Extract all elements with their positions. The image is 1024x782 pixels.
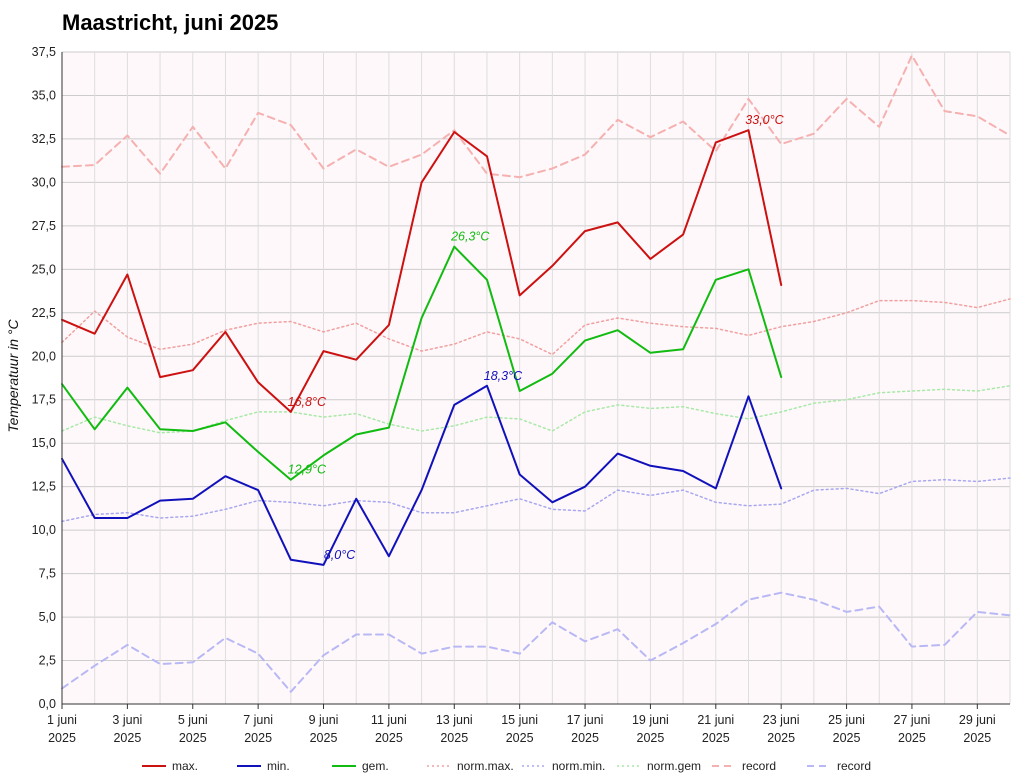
legend-label: max. [172,759,198,773]
x-tick-label: 15 juni [501,713,538,727]
x-tick-label: 21 juni [697,713,734,727]
legend-label: norm.gem [647,759,701,773]
x-tick-year: 2025 [637,731,665,745]
annotation-label: 33,0°C [745,113,784,127]
axes: 0,0 2,5 5,0 7,5 10,0 12,5 15,0 17,5 20,0 22,5 25,0… [32,45,1010,745]
series-line-norm-max-3 [61,298,1011,356]
y-tick-label: 37,5 [32,45,56,59]
x-tick-label: 3 juni [112,713,142,727]
x-tick-label: 9 juni [309,713,339,727]
grid [61,51,1011,705]
y-tick-label: 2,5 [39,654,56,668]
legend-label: norm.max. [457,759,514,773]
series-line-norm-gem-5 [61,385,1011,434]
x-tick-year: 2025 [113,731,141,745]
x-tick-label: 25 juni [828,713,865,727]
x-tick-year: 2025 [244,731,272,745]
chart-title: Maastricht, juni 2025 [62,10,279,35]
legend-label: norm.min. [552,759,605,773]
x-tick-label: 19 juni [632,713,669,727]
annotation-label: 16,8°C [288,395,327,409]
series-line-max-0 [61,129,783,413]
y-tick-label: 10,0 [32,523,56,537]
y-tick-label: 20,0 [32,349,56,363]
legend-label: record [837,759,871,773]
x-tick-label: 1 juni [47,713,77,727]
y-tick-label: 30,0 [32,175,56,189]
y-tick-label: 32,5 [32,132,56,146]
legend: max. min. gem. norm.max. norm.min. norm.gem re… [142,759,871,773]
series-line-min-1 [61,384,783,566]
y-tick-label: 27,5 [32,219,56,233]
x-tick-year: 2025 [179,731,207,745]
x-tick-year: 2025 [375,731,403,745]
legend-label: min. [267,759,290,773]
y-axis-label: Temperatuur in °C [5,318,21,432]
x-tick-year: 2025 [506,731,534,745]
x-tick-year: 2025 [310,731,338,745]
annotation-label: 26,3°C [450,230,490,244]
annotation-label: 8,0°C [324,548,356,562]
y-tick-label: 12,5 [32,480,56,494]
x-tick-label: 27 juni [894,713,931,727]
series-line-norm-min-4 [61,477,1011,523]
series-lines [61,54,1011,693]
y-tick-label: 25,0 [32,262,56,276]
y-tick-label: 35,0 [32,88,56,102]
annotation-label: 18,3°C [484,369,523,383]
y-tick-label: 5,0 [39,610,56,624]
x-tick-year: 2025 [963,731,991,745]
y-tick-label: 15,0 [32,436,56,450]
x-tick-label: 17 juni [567,713,604,727]
legend-label: gem. [362,759,389,773]
x-tick-label: 11 juni [371,713,407,727]
x-tick-label: 23 juni [763,713,800,727]
x-tick-label: 5 juni [178,713,208,727]
series-line-gem-2 [61,245,783,481]
y-tick-label: 17,5 [32,393,56,407]
annotation-label: 12,9°C [288,463,327,477]
x-tick-label: 29 juni [959,713,996,727]
x-tick-year: 2025 [833,731,861,745]
legend-label: record [742,759,776,773]
x-tick-year: 2025 [48,731,76,745]
x-tick-year: 2025 [702,731,730,745]
x-tick-year: 2025 [440,731,468,745]
x-tick-year: 2025 [571,731,599,745]
y-tick-label: 22,5 [32,306,56,320]
plot-background [62,52,1010,704]
x-tick-year: 2025 [898,731,926,745]
annotations: 33,0°C 26,3°C 18,3°C 16,8°C 12,9°C 8,0°C [288,113,785,562]
x-tick-label: 7 juni [243,713,273,727]
x-tick-label: 13 juni [436,713,473,727]
series-line-record-6 [61,54,1011,179]
y-tick-label: 0,0 [39,697,56,711]
series-line-record-7 [61,591,1011,693]
y-tick-label: 7,5 [39,567,56,581]
x-tick-year: 2025 [767,731,795,745]
